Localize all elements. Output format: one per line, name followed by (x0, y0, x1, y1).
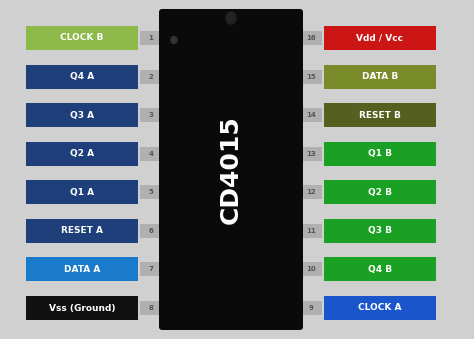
Text: Q1 A: Q1 A (70, 188, 94, 197)
FancyBboxPatch shape (324, 180, 436, 204)
Text: 11: 11 (306, 228, 316, 234)
FancyBboxPatch shape (300, 224, 322, 238)
Text: 4: 4 (148, 151, 154, 157)
FancyBboxPatch shape (26, 180, 138, 204)
Text: 5: 5 (149, 189, 154, 195)
FancyBboxPatch shape (26, 219, 138, 243)
Text: RESET B: RESET B (359, 111, 401, 120)
Text: 9: 9 (309, 305, 313, 311)
Text: Q2 A: Q2 A (70, 149, 94, 158)
Text: 10: 10 (306, 266, 316, 273)
Text: CLOCK B: CLOCK B (60, 34, 104, 42)
Text: 2: 2 (149, 74, 154, 80)
Ellipse shape (226, 12, 236, 24)
FancyBboxPatch shape (300, 301, 322, 315)
FancyBboxPatch shape (140, 224, 162, 238)
FancyBboxPatch shape (26, 296, 138, 320)
Text: Q2 B: Q2 B (368, 188, 392, 197)
FancyBboxPatch shape (324, 26, 436, 50)
Text: 15: 15 (306, 74, 316, 80)
FancyBboxPatch shape (300, 108, 322, 122)
Text: 12: 12 (306, 189, 316, 195)
Text: 3: 3 (148, 112, 154, 118)
Text: Q3 A: Q3 A (70, 111, 94, 120)
FancyBboxPatch shape (324, 296, 436, 320)
Text: 7: 7 (148, 266, 154, 273)
Text: DATA A: DATA A (64, 265, 100, 274)
FancyBboxPatch shape (26, 64, 138, 88)
FancyBboxPatch shape (300, 69, 322, 84)
FancyBboxPatch shape (159, 9, 303, 330)
FancyBboxPatch shape (140, 31, 162, 45)
Text: Q4 B: Q4 B (368, 265, 392, 274)
Text: 16: 16 (306, 35, 316, 41)
FancyBboxPatch shape (140, 262, 162, 276)
Text: CD4015: CD4015 (219, 115, 243, 224)
FancyBboxPatch shape (140, 147, 162, 161)
FancyBboxPatch shape (140, 301, 162, 315)
FancyBboxPatch shape (140, 108, 162, 122)
FancyBboxPatch shape (324, 64, 436, 88)
FancyBboxPatch shape (140, 69, 162, 84)
FancyBboxPatch shape (324, 219, 436, 243)
Text: RESET A: RESET A (61, 226, 103, 235)
Text: Vss (Ground): Vss (Ground) (49, 303, 115, 313)
FancyBboxPatch shape (26, 142, 138, 166)
Text: Q1 B: Q1 B (368, 149, 392, 158)
FancyBboxPatch shape (324, 142, 436, 166)
Text: CLOCK A: CLOCK A (358, 303, 402, 313)
FancyBboxPatch shape (26, 26, 138, 50)
Text: Q4 A: Q4 A (70, 72, 94, 81)
Text: DATA B: DATA B (362, 72, 398, 81)
FancyBboxPatch shape (140, 185, 162, 199)
Text: 1: 1 (148, 35, 154, 41)
FancyBboxPatch shape (324, 103, 436, 127)
FancyBboxPatch shape (300, 31, 322, 45)
Text: Vdd / Vcc: Vdd / Vcc (356, 34, 403, 42)
Text: 6: 6 (149, 228, 154, 234)
Text: 8: 8 (148, 305, 154, 311)
FancyBboxPatch shape (26, 257, 138, 281)
FancyBboxPatch shape (26, 103, 138, 127)
Text: 14: 14 (306, 112, 316, 118)
FancyBboxPatch shape (300, 185, 322, 199)
FancyBboxPatch shape (324, 257, 436, 281)
Text: 13: 13 (306, 151, 316, 157)
FancyBboxPatch shape (300, 262, 322, 276)
FancyBboxPatch shape (300, 147, 322, 161)
Ellipse shape (171, 37, 177, 43)
Text: Q3 B: Q3 B (368, 226, 392, 235)
